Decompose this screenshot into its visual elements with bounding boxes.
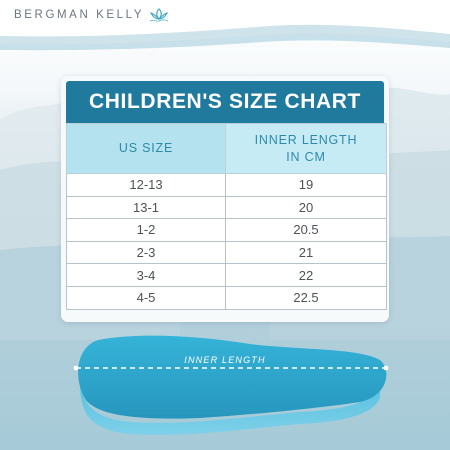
lotus-wave-icon	[149, 8, 169, 22]
cell-inner-length: 19	[225, 173, 387, 197]
size-chart-card: CHILDREN'S SIZE CHART US SIZE INNER LENG…	[61, 76, 389, 322]
line-endpoint-right	[383, 365, 389, 371]
cell-us-size: 1-2	[66, 218, 226, 242]
brand-header: BERGMAN KELLY	[14, 5, 170, 25]
size-table: US SIZE INNER LENGTH IN CM 12-13 19 13-1…	[66, 123, 387, 310]
table-row: 12-13 19	[66, 173, 387, 197]
cell-us-size: 3-4	[66, 263, 226, 287]
chart-title: CHILDREN'S SIZE CHART	[66, 81, 384, 123]
insole-side	[80, 370, 380, 435]
column-header-label: INNER LENGTH	[254, 132, 358, 147]
cell-us-size: 13-1	[66, 195, 226, 220]
header-wave-band	[0, 0, 450, 51]
column-header-unit: IN CM	[286, 149, 326, 164]
table-row: 4-5 22.5	[66, 285, 387, 310]
cell-inner-length: 21	[225, 240, 387, 265]
table-row: 13-1 20	[66, 195, 387, 220]
table-row: 3-4 22	[66, 263, 387, 287]
line-endpoint-left	[73, 365, 79, 371]
brand-name: BERGMAN KELLY	[14, 9, 145, 21]
insole-illustration: INNER LENGTH	[73, 335, 389, 435]
insole-top	[78, 335, 387, 419]
cell-us-size: 12-13	[66, 173, 226, 197]
column-header-label: US SIZE	[118, 141, 174, 155]
table-row: 1-2 20.5	[66, 218, 387, 242]
cell-inner-length: 22.5	[225, 285, 387, 310]
table-header-row: US SIZE INNER LENGTH IN CM	[66, 123, 387, 174]
cell-inner-length: 20.5	[225, 218, 387, 242]
cell-inner-length: 22	[225, 263, 387, 287]
column-header-us-size: US SIZE	[66, 123, 226, 174]
table-row: 2-3 21	[66, 240, 387, 265]
inner-length-label: INNER LENGTH	[184, 355, 265, 365]
cell-us-size: 2-3	[66, 240, 226, 265]
cell-us-size: 4-5	[66, 285, 226, 310]
column-header-inner-length: INNER LENGTH IN CM	[225, 123, 387, 174]
cell-inner-length: 20	[225, 195, 387, 220]
